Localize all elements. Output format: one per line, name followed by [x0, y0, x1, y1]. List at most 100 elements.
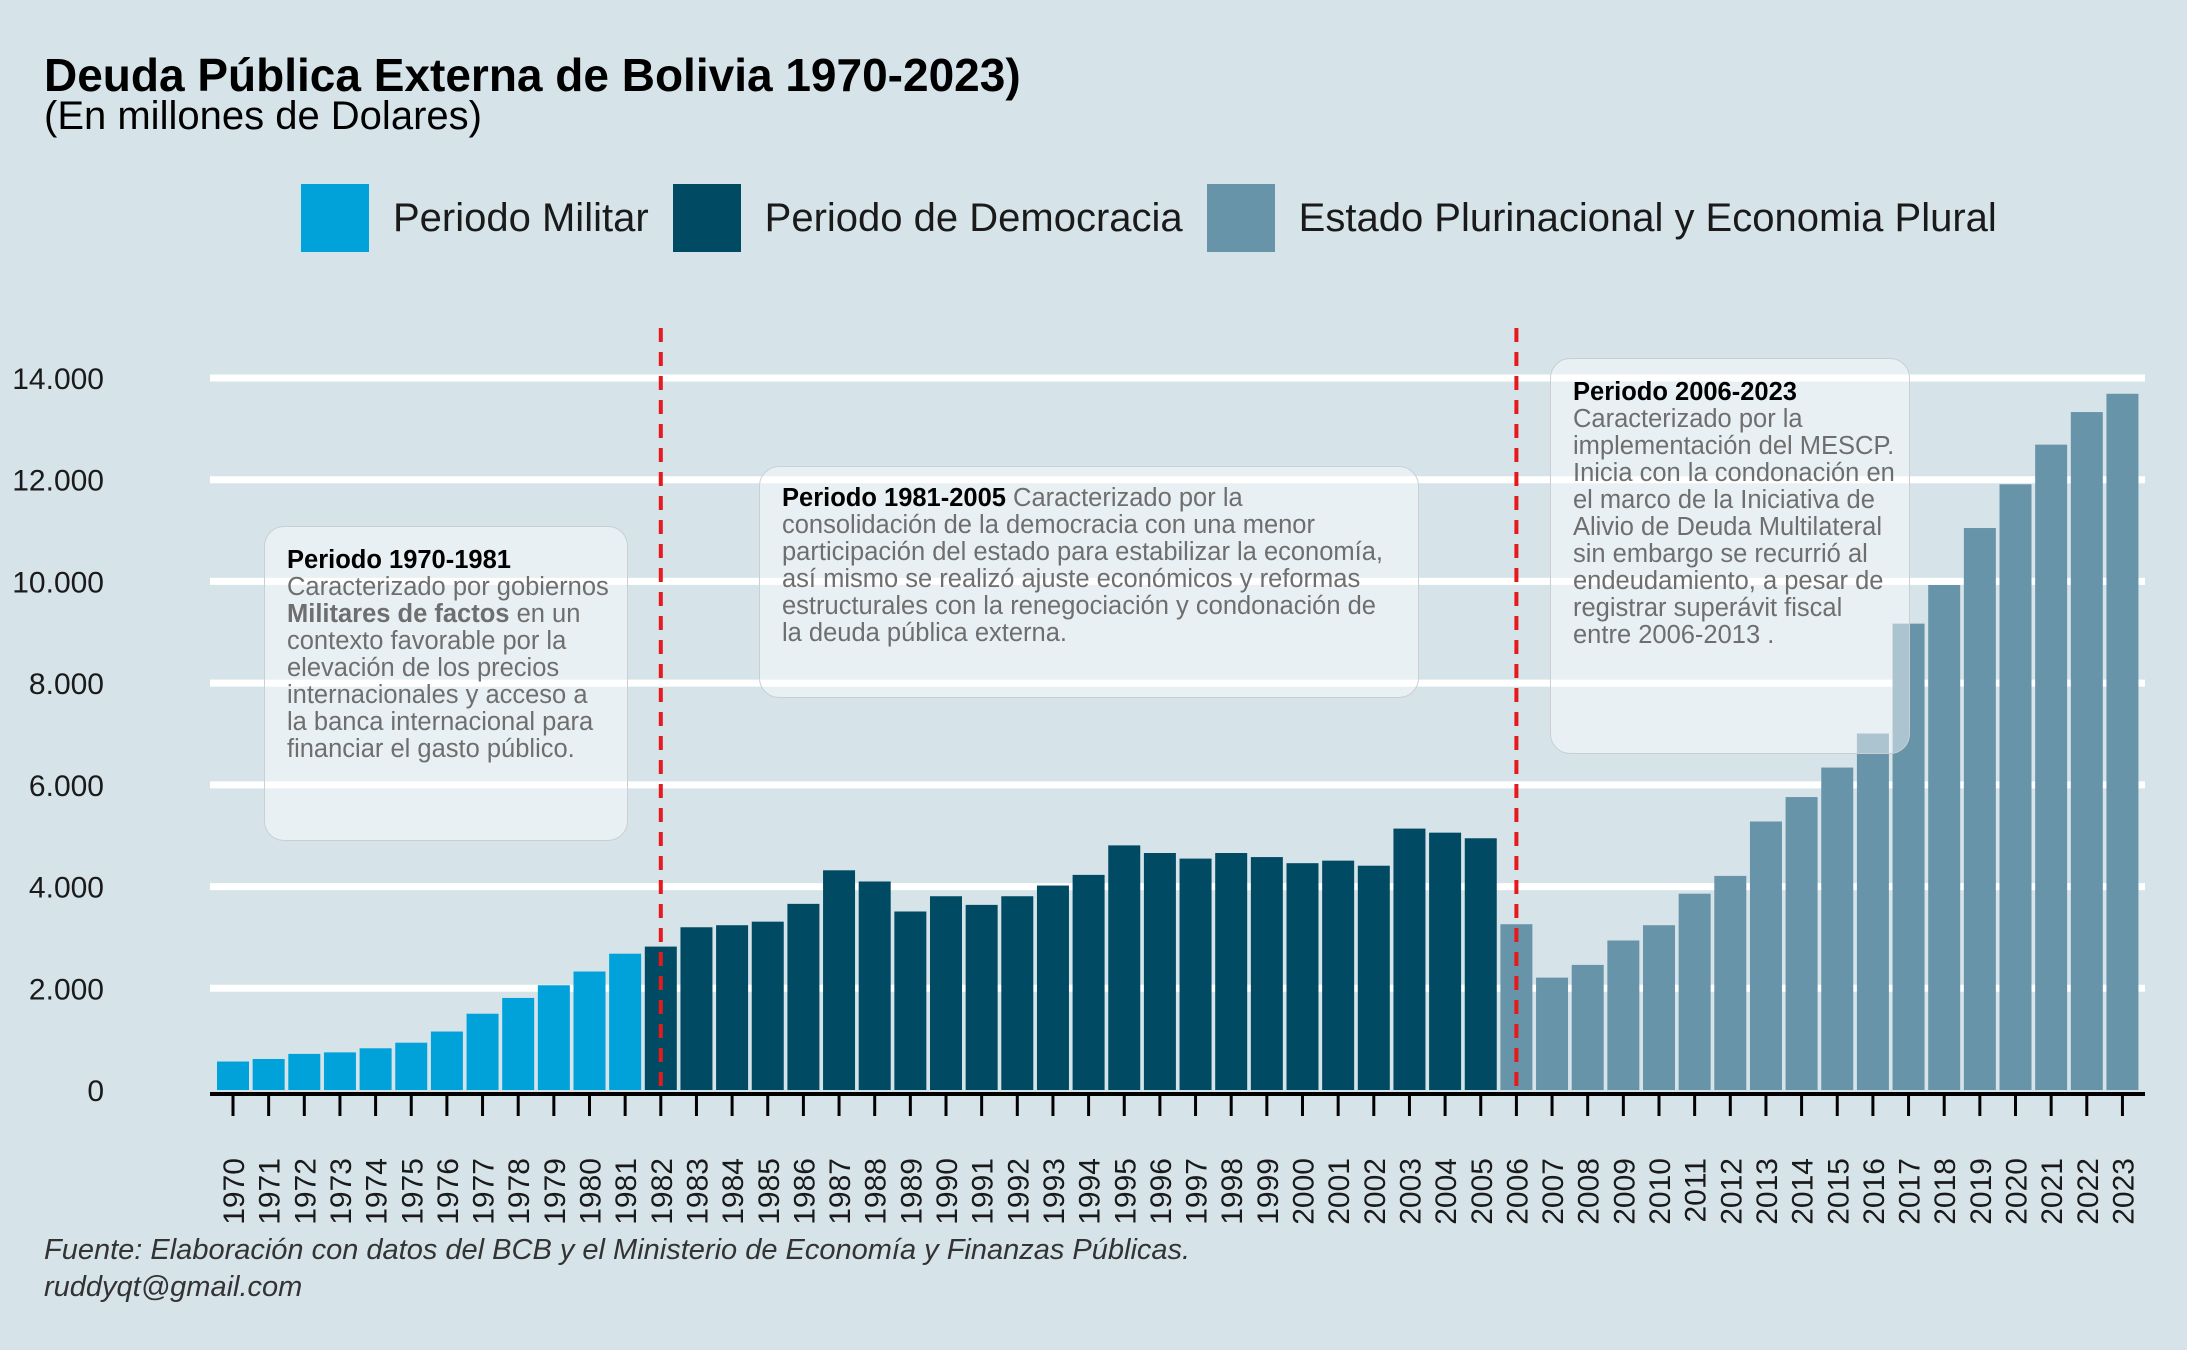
- x-tick-label: 1989: [895, 1158, 928, 1225]
- bar-2000: [1286, 863, 1319, 1090]
- x-tick-label: 2004: [1430, 1158, 1463, 1225]
- x-tick-label: 2010: [1644, 1158, 1677, 1225]
- bar-1982: [644, 946, 677, 1090]
- bar-1991: [965, 904, 998, 1090]
- annotation-1981-2005: Periodo 1981-2005 Caracterizado por la c…: [759, 466, 1419, 698]
- x-tick-label: 1994: [1074, 1158, 1107, 1225]
- y-tick-label: 12.000: [12, 465, 104, 498]
- bar-1985: [751, 921, 784, 1090]
- y-tick-label: 10.000: [12, 566, 104, 599]
- x-tick-label: 1983: [681, 1158, 714, 1225]
- x-tick-label: 2021: [2036, 1158, 2069, 1225]
- period-divider-lines: [658, 328, 1519, 1094]
- bar-1980: [573, 971, 606, 1090]
- x-tick-label: 1984: [717, 1158, 750, 1225]
- x-tick-label: 2016: [1858, 1158, 1891, 1225]
- x-tick-label: 1978: [503, 1158, 536, 1225]
- annotation-1970-1981-bold: Militares de factos: [287, 600, 510, 628]
- x-tick-label: 2020: [2001, 1158, 2034, 1225]
- y-tick-label: 2.000: [29, 973, 104, 1006]
- bar-2019: [1963, 528, 1996, 1090]
- bars: [217, 393, 2139, 1090]
- x-tick-label: 1995: [1109, 1158, 1142, 1225]
- x-tick-label: 1972: [289, 1158, 322, 1225]
- x-tick-label: 1985: [753, 1158, 786, 1225]
- annotation-1970-1981: Periodo 1970-1981 Caracterizado por gobi…: [264, 526, 628, 841]
- x-tick-label: 1977: [468, 1158, 501, 1225]
- bar-1997: [1179, 858, 1212, 1090]
- gridlines: [210, 374, 2145, 992]
- annotation-1970-1981-text-a: Caracterizado por gobiernos: [287, 573, 609, 601]
- bar-2009: [1607, 940, 1640, 1090]
- bar-1971: [252, 1058, 285, 1090]
- bar-1987: [823, 870, 856, 1090]
- bar-1979: [537, 985, 570, 1090]
- annotation-2006-2023-heading: Periodo 2006-2023: [1573, 378, 1797, 406]
- x-tick-label: 1991: [967, 1158, 1000, 1225]
- bar-2011: [1678, 893, 1711, 1090]
- x-tick-label: 2023: [2107, 1158, 2140, 1225]
- legend-label-democracia: Periodo de Democracia: [764, 195, 1183, 240]
- bar-1984: [716, 925, 749, 1090]
- caption-source: Fuente: Elaboración con datos del BCB y …: [44, 1234, 1191, 1266]
- y-tick-label: 0: [87, 1075, 104, 1108]
- x-tick-label: 2015: [1822, 1158, 1855, 1225]
- x-tick-label: 2002: [1359, 1158, 1392, 1225]
- bar-2020: [1999, 484, 2032, 1090]
- bar-2002: [1357, 865, 1390, 1090]
- bar-1986: [787, 903, 820, 1090]
- bar-1977: [466, 1013, 499, 1090]
- y-tick-label: 6.000: [29, 770, 104, 803]
- x-tick-label: 1990: [931, 1158, 964, 1225]
- x-tick-label: 2001: [1323, 1158, 1356, 1225]
- bar-1995: [1108, 845, 1141, 1090]
- bar-1989: [894, 911, 927, 1090]
- bar-2003: [1393, 828, 1426, 1090]
- x-tick-label: 2017: [1894, 1158, 1927, 1225]
- x-tick-label: 2005: [1466, 1158, 1499, 1225]
- bar-2023: [2106, 393, 2139, 1090]
- x-tick-label: 1981: [610, 1158, 643, 1225]
- x-tick-label: 2013: [1751, 1158, 1784, 1225]
- x-tick-label: 2003: [1394, 1158, 1427, 1225]
- legend-swatch-plurinacional: [1206, 184, 1275, 252]
- annotation-2006-2023: Periodo 2006-2023 Caracterizado por la i…: [1550, 358, 1910, 754]
- x-tick-label: 1988: [860, 1158, 893, 1225]
- bar-1993: [1036, 885, 1069, 1090]
- annotation-1970-1981-heading: Periodo 1970-1981: [287, 546, 511, 574]
- bar-1976: [430, 1031, 463, 1090]
- bar-1974: [359, 1048, 392, 1090]
- x-tick-label: 1993: [1038, 1158, 1071, 1225]
- x-tick-label: 1975: [396, 1158, 429, 1225]
- x-tick-label: 1976: [432, 1158, 465, 1225]
- bar-1996: [1143, 853, 1176, 1090]
- y-axis: 0 2.000 4.000 6.000 8.000 10.000 12.000 14.000: [12, 363, 104, 1108]
- bar-2013: [1749, 821, 1782, 1090]
- bar-2021: [2035, 444, 2068, 1090]
- annotation-1981-2005-text: Caracterizado por la consolidación de la…: [782, 484, 1384, 647]
- legend-swatch-militar: [301, 184, 369, 252]
- bar-1973: [323, 1052, 356, 1090]
- bar-2001: [1322, 860, 1355, 1090]
- x-tick-label: 1987: [824, 1158, 857, 1225]
- bar-1975: [395, 1042, 428, 1090]
- y-tick-label: 14.000: [12, 363, 104, 396]
- x-axis: 1970 1971 1972 1973 1974 1975 1976 1977 1978 1979…: [210, 1092, 2145, 1225]
- x-tick-label: 1974: [361, 1158, 394, 1225]
- bar-2022: [2070, 412, 2103, 1090]
- bar-1988: [858, 881, 891, 1090]
- x-tick-label: 1999: [1252, 1158, 1285, 1225]
- chart-title: Deuda Pública Externa de Bolivia 1970-20…: [44, 49, 1021, 101]
- bar-2007: [1536, 977, 1569, 1090]
- bar-2008: [1571, 964, 1604, 1090]
- annotation-1981-2005-heading: Periodo 1981-2005: [782, 484, 1006, 512]
- bar-2004: [1429, 832, 1462, 1090]
- x-tick-label: 1973: [325, 1158, 358, 1225]
- x-tick-label: 2009: [1608, 1158, 1641, 1225]
- bar-1981: [609, 953, 642, 1090]
- legend-item-democracia: Periodo de Democracia: [672, 184, 1183, 252]
- x-tick-label: 2006: [1501, 1158, 1534, 1225]
- bar-2014: [1785, 797, 1818, 1090]
- bar-2017: [1892, 623, 1925, 1090]
